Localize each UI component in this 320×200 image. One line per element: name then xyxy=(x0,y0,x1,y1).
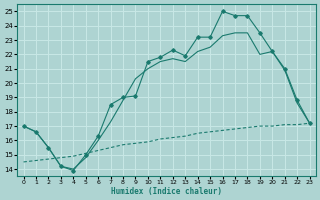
X-axis label: Humidex (Indice chaleur): Humidex (Indice chaleur) xyxy=(111,187,222,196)
